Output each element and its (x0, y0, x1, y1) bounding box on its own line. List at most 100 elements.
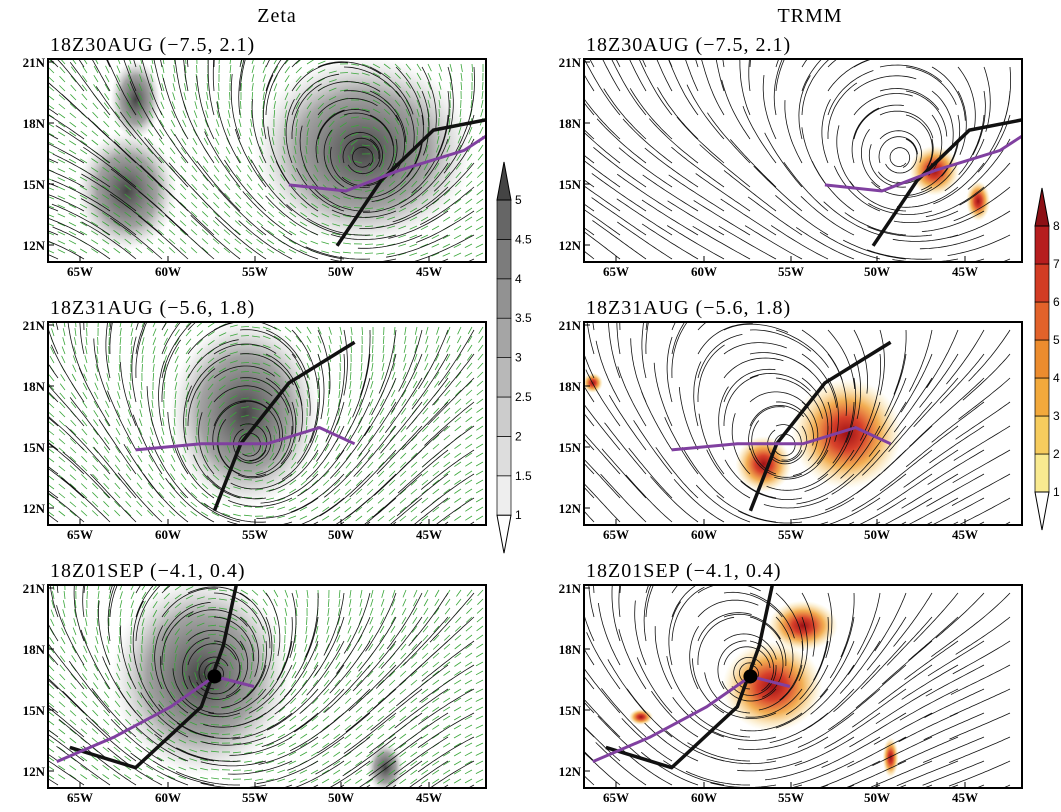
zeta-shading (76, 130, 177, 251)
zeta-shading (367, 742, 404, 788)
colorbar-label: 5 (1053, 333, 1060, 347)
streamlines (48, 59, 475, 262)
vortex-track (288, 134, 486, 193)
lat-label: 15N (559, 703, 582, 718)
lat-label: 21N (559, 55, 582, 70)
map-panel (48, 585, 484, 788)
colorbar-label: 3 (1053, 409, 1060, 423)
streamlines (584, 585, 1011, 788)
vortex-position (207, 669, 222, 684)
panel-frame (47, 584, 487, 789)
lat-label: 21N (23, 318, 46, 333)
panel-title: 18Z31AUG (−5.6, 1.8) (586, 297, 791, 319)
panel-title: 18Z30AUG (−7.5, 2.1) (50, 34, 255, 56)
lat-label: 12N (23, 764, 46, 779)
panel-frame (583, 58, 1023, 263)
lon-label: 45W (416, 527, 442, 542)
trough-axis (748, 340, 892, 512)
colorbar-box (1034, 377, 1050, 417)
lat-label: 15N (559, 440, 582, 455)
lon-label: 45W (952, 790, 978, 805)
colorbar-label: 3 (515, 351, 522, 365)
lat-label: 18N (559, 379, 582, 394)
lon-label: 60W (155, 527, 181, 542)
lon-label: 45W (416, 790, 442, 805)
rain-shading (628, 708, 653, 725)
trough-axis (69, 585, 239, 770)
colorbar-end (496, 514, 512, 554)
map-panel (584, 585, 1011, 788)
panel-title: 18Z31AUG (−5.6, 1.8) (50, 297, 255, 319)
colorbar-box (1034, 415, 1050, 455)
lon-label: 50W (864, 527, 890, 542)
streamlines (584, 59, 1011, 262)
rain-shading (584, 372, 603, 393)
colorbar-box (496, 317, 512, 358)
lat-label: 12N (559, 238, 582, 253)
colorbar-label: 8 (1053, 219, 1060, 233)
trough-axis (335, 118, 486, 247)
lat-label: 18N (23, 116, 46, 131)
lon-label: 50W (864, 790, 890, 805)
lat-label: 12N (559, 764, 582, 779)
panel-title: 18Z30AUG (−7.5, 2.1) (586, 34, 791, 56)
rain-shading (882, 737, 899, 778)
lon-label: 60W (155, 790, 181, 805)
rain-shading (768, 600, 838, 651)
colorbar-box (496, 199, 512, 240)
lon-label: 55W (778, 790, 804, 805)
lat-label: 18N (23, 379, 46, 394)
map-panel (48, 322, 484, 525)
lon-label: 55W (242, 790, 268, 805)
panel-frame (47, 58, 487, 263)
lon-label: 55W (242, 264, 268, 279)
lon-label: 65W (603, 790, 629, 805)
vortex-track (824, 134, 1022, 193)
lon-label: 65W (67, 790, 93, 805)
colorbar-box (496, 357, 512, 398)
colorbar-label: 5 (515, 193, 522, 207)
lat-label: 12N (23, 501, 46, 516)
panel-title: 18Z01SEP (−4.1, 0.4) (50, 560, 246, 582)
colorbar-box (496, 475, 512, 516)
map-panel (584, 59, 1022, 262)
colorbar-box (1034, 453, 1050, 493)
lat-label: 15N (23, 177, 46, 192)
colorbar-box (1034, 225, 1050, 265)
trough-axis (605, 585, 775, 770)
vortex-track (135, 425, 356, 452)
zeta-shading (253, 59, 474, 246)
vortex-track (671, 425, 892, 452)
map-panel (48, 59, 486, 262)
column-title: Zeta (257, 5, 297, 27)
lon-label: 45W (952, 264, 978, 279)
colorbar-box (1034, 301, 1050, 341)
colorbar-label: 4 (515, 272, 522, 286)
colorbar-box (496, 396, 512, 437)
colorbar-end (1034, 187, 1050, 227)
lon-label: 65W (603, 264, 629, 279)
vortex-track (592, 674, 791, 763)
lat-label: 21N (559, 318, 582, 333)
vortex-track (56, 674, 255, 763)
colorbar-label: 7 (1053, 257, 1060, 271)
colorbar-label: 2 (515, 429, 522, 443)
lon-label: 45W (952, 527, 978, 542)
lat-label: 15N (23, 440, 46, 455)
lat-label: 21N (23, 55, 46, 70)
lat-label: 12N (23, 238, 46, 253)
colorbar-box (496, 436, 512, 477)
colorbar-label: 1 (515, 508, 522, 522)
lon-label: 65W (67, 264, 93, 279)
rain-shading (966, 181, 991, 222)
lon-label: 65W (603, 527, 629, 542)
lon-label: 60W (691, 264, 717, 279)
lon-label: 65W (67, 527, 93, 542)
lat-label: 18N (559, 116, 582, 131)
colorbar-label: 3.5 (515, 311, 532, 325)
lon-label: 50W (328, 264, 354, 279)
trough-axis (871, 118, 1022, 247)
lon-label: 60W (155, 264, 181, 279)
colorbar-label: 6 (1053, 295, 1060, 309)
